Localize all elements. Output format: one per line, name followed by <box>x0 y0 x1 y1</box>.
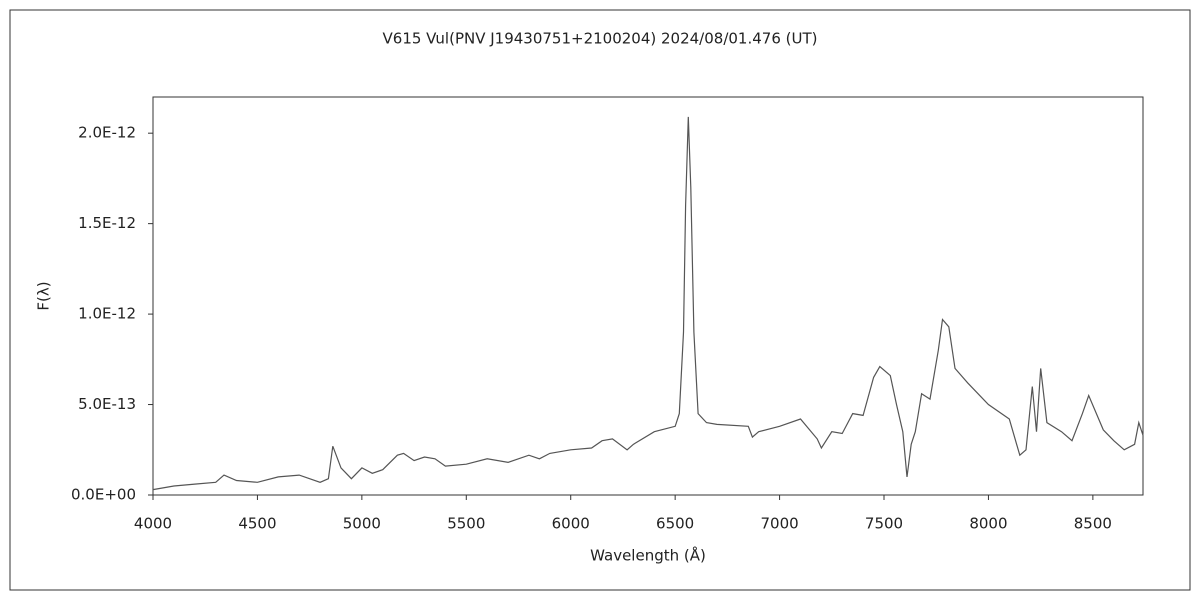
spectrum-line <box>152 116 1144 491</box>
x-tick-label: 4500 <box>238 515 276 533</box>
plot-area <box>152 96 1144 496</box>
x-axis-label: Wavelength (Å) <box>590 546 706 565</box>
y-tick-label: 0.0E+00 <box>71 486 136 504</box>
x-tick-label: 7500 <box>865 515 903 533</box>
x-tick-label: 8000 <box>969 515 1007 533</box>
x-tick-label: 8500 <box>1074 515 1112 533</box>
y-axis-label: F(λ) <box>35 281 53 310</box>
x-tick-label: 5000 <box>343 515 381 533</box>
x-tick-label: 6000 <box>552 515 590 533</box>
x-tick-label: 7000 <box>760 515 798 533</box>
frame <box>9 9 1191 591</box>
x-tick-label: 4000 <box>134 515 172 533</box>
y-tick-label: 1.5E-12 <box>78 214 136 232</box>
chart-title: V615 Vul(PNV J19430751+2100204) 2024/08/… <box>383 30 818 48</box>
x-tick-label: 5500 <box>447 515 485 533</box>
y-tick-label: 1.0E-12 <box>78 305 136 323</box>
y-tick-label: 2.0E-12 <box>78 124 136 142</box>
y-tick-label: 5.0E-13 <box>78 395 136 413</box>
x-tick-label: 6500 <box>656 515 694 533</box>
